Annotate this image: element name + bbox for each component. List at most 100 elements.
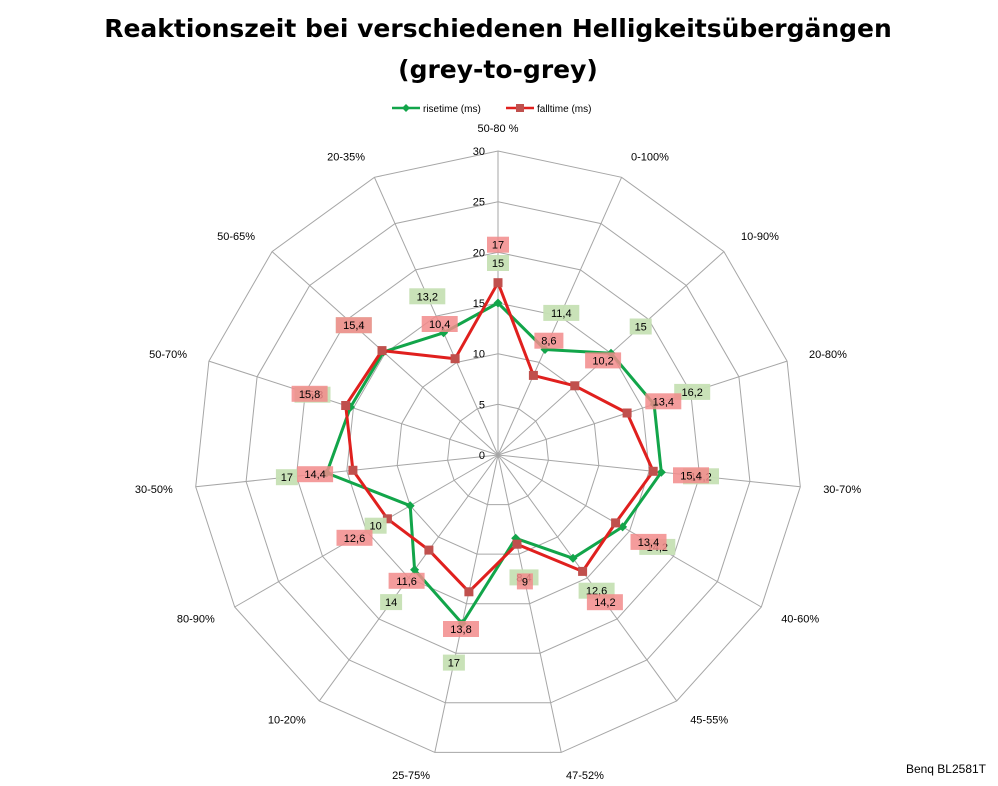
- risetime-data-label: 10: [364, 517, 387, 534]
- category-label: 50-70%: [149, 349, 187, 361]
- falltime-data-label: 14,2: [586, 594, 623, 611]
- data-label-box: [380, 594, 403, 611]
- grid-spoke: [497, 454, 562, 753]
- radial-tick-label: 30: [473, 146, 485, 158]
- falltime-point: [512, 539, 522, 549]
- grid-spoke: [497, 454, 762, 608]
- data-label-text: 16,2: [681, 387, 702, 399]
- series-layer: [322, 278, 666, 628]
- grid-spoke: [434, 454, 499, 753]
- data-label-text: 15,4: [343, 320, 364, 332]
- data-label-box: [336, 529, 373, 546]
- category-label: 50-80 %: [478, 123, 519, 135]
- data-label-box: [630, 533, 667, 550]
- category-label: 80-90%: [177, 614, 215, 626]
- radial-tick-label: 15: [473, 298, 485, 310]
- grid-ring: [396, 353, 600, 555]
- risetime-point: [618, 522, 628, 532]
- grid-spoke: [497, 454, 678, 702]
- risetime-data-label: 17: [275, 469, 298, 486]
- category-label: 50-65%: [217, 231, 255, 243]
- risetime-data-label: 15: [487, 255, 509, 271]
- data-label-box: [364, 517, 387, 534]
- falltime-point: [464, 587, 474, 597]
- data-label-text: 10,2: [592, 355, 613, 367]
- falltime-point: [528, 370, 538, 380]
- radial-tick-label: 20: [473, 247, 485, 259]
- falltime-point: [348, 465, 358, 475]
- radial-axis-ticks: 0 5 10 15 20 25 30: [473, 146, 485, 462]
- data-label-box: [335, 317, 372, 334]
- grid-spoke: [497, 360, 788, 456]
- risetime-point: [405, 501, 415, 511]
- data-label-box: [409, 288, 446, 305]
- monitor-model-label: Benq BL2581T: [905, 762, 986, 776]
- legend-risetime-label: risetime (ms): [423, 104, 481, 115]
- data-label-box: [534, 332, 564, 349]
- risetime-data-label: 14: [380, 594, 403, 611]
- category-label: 40-60%: [781, 614, 819, 626]
- category-label: 10-20%: [268, 715, 306, 727]
- data-label-box: [442, 654, 465, 671]
- data-label-box: [421, 316, 458, 332]
- radial-tick-label: 25: [473, 197, 485, 209]
- radial-tick-label: 10: [473, 349, 485, 361]
- data-label-text: 13,4: [653, 396, 674, 408]
- chart-title-line1: Reaktionszeit bei verschiedenen Helligke…: [104, 14, 892, 43]
- data-label-box: [673, 467, 709, 484]
- data-label-text: 17: [492, 240, 504, 252]
- falltime-data-label: 10,4: [421, 316, 458, 332]
- data-label-text: 11,4: [551, 308, 572, 320]
- data-label-text: 15,8: [299, 389, 320, 401]
- grid-ring: [295, 251, 701, 654]
- data-label-text: 9: [522, 576, 528, 588]
- data-label-text: 15,4: [680, 470, 701, 482]
- risetime-point: [410, 565, 420, 575]
- data-label-box: [487, 236, 509, 253]
- falltime-point: [648, 466, 658, 476]
- data-label-box: [629, 318, 652, 335]
- falltime-data-label: 15,4: [673, 467, 709, 484]
- category-label: 0-100%: [631, 151, 669, 163]
- category-label: 20-80%: [809, 349, 847, 361]
- risetime-data-label: 13,2: [409, 288, 446, 305]
- falltime-point: [493, 278, 503, 288]
- data-label-text: 13,8: [450, 624, 471, 636]
- data-label-text: 14: [385, 597, 397, 609]
- falltime-data-label: 13,8: [443, 621, 479, 637]
- grid-ring: [195, 150, 801, 753]
- falltime-point: [377, 346, 387, 356]
- category-label: 10-90%: [741, 231, 779, 243]
- category-labels: 50-80 % 0-100% 10-90% 20-80% 30-70% 40-60% 45-…: [135, 123, 861, 782]
- falltime-point: [424, 545, 434, 555]
- risetime-point: [568, 553, 578, 563]
- falltime-data-label: 15,8: [291, 385, 328, 402]
- category-label: 30-50%: [135, 484, 173, 496]
- falltime-data-label: 8,6: [534, 332, 564, 349]
- data-label-text: 10: [369, 521, 381, 533]
- data-label-text: 14,2: [594, 597, 615, 609]
- falltime-data-label: 9: [516, 573, 533, 590]
- falltime-point: [382, 514, 392, 524]
- legend-falltime-marker: [516, 104, 524, 112]
- risetime-data-label: 17: [442, 654, 465, 671]
- data-label-box: [297, 466, 334, 483]
- data-label-text: 17: [448, 658, 460, 670]
- data-label-box: [586, 594, 623, 611]
- data-label-text: 15: [635, 322, 647, 334]
- series-line-falltime: [344, 281, 655, 594]
- series-line-risetime: [325, 301, 663, 625]
- falltime-data-label: 11,6: [388, 572, 425, 589]
- falltime-point: [570, 381, 580, 391]
- falltime-data-label: 17: [487, 236, 509, 253]
- falltime-point: [578, 566, 588, 576]
- data-label-text: 8,6: [541, 336, 556, 348]
- data-label-text: 10,4: [429, 319, 450, 331]
- risetime-point: [656, 467, 666, 477]
- falltime-point: [450, 354, 460, 364]
- data-label-box: [585, 352, 622, 369]
- data-label-box: [275, 469, 298, 486]
- radial-tick-label: 0: [479, 450, 485, 462]
- falltime-point: [611, 518, 621, 528]
